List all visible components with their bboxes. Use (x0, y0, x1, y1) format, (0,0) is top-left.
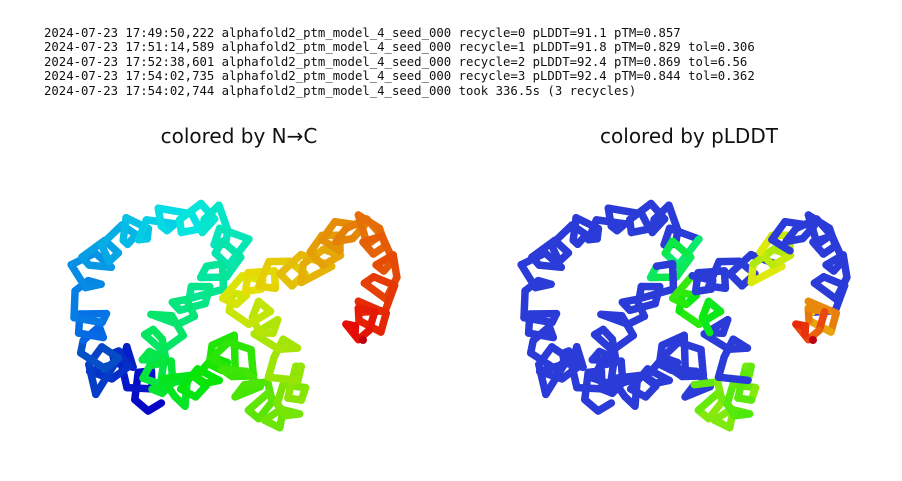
backbone-segment (804, 297, 840, 317)
backbone-segment (264, 373, 302, 385)
log-line: 2024-07-23 17:51:14,589 alphafold2_ptm_m… (44, 40, 755, 55)
backbone-segment (217, 365, 250, 376)
backbone-segment (573, 383, 606, 393)
backbone-segment (297, 262, 336, 287)
backbone-segment (381, 281, 399, 315)
backbone-segment (839, 251, 851, 282)
backbone-segment (690, 378, 722, 389)
backbone-segment (626, 365, 652, 393)
backbone-segment (694, 389, 722, 414)
backbone-segment (370, 273, 399, 290)
backbone-segment (820, 273, 849, 290)
log-output: 2024-07-23 17:49:50,222 alphafold2_ptm_m… (44, 26, 755, 98)
backbone-segment (208, 338, 233, 362)
protein-backbone-plddt (517, 199, 851, 432)
backbone-segment (658, 338, 683, 362)
log-line: 2024-07-23 17:54:02,735 alphafold2_ptm_m… (44, 69, 755, 84)
protein-plddt-view (480, 180, 900, 480)
backbone-segment (520, 313, 556, 327)
backbone-segment (218, 259, 228, 293)
backbone-segment (360, 279, 390, 303)
backbone-segment (123, 383, 156, 393)
backbone-segment (520, 287, 529, 322)
backbone-segment (674, 338, 705, 354)
backbone-segment (705, 257, 723, 290)
backbone-segment (667, 365, 700, 376)
backbone-segment (810, 279, 840, 303)
log-line: 2024-07-23 17:54:02,744 alphafold2_ptm_m… (44, 83, 637, 98)
backbone-segment (618, 311, 638, 340)
log-line: 2024-07-23 17:49:50,222 alphafold2_ptm_m… (44, 26, 681, 40)
backbone-segment (168, 311, 188, 340)
backbone-segment (804, 211, 834, 233)
backbone-segment (70, 287, 79, 322)
backbone-segment (668, 259, 678, 293)
backbone-segment (175, 199, 205, 224)
backbone-segment (726, 250, 755, 278)
log-line: 2024-07-23 17:52:38,601 alphafold2_ptm_m… (44, 54, 748, 69)
backbone-segment (665, 201, 682, 235)
backbone-segment (70, 313, 106, 327)
backbone-segment (218, 272, 247, 303)
backbone-segment (218, 237, 245, 261)
backbone-segment (255, 257, 273, 290)
backbone-segment (222, 253, 245, 281)
c-terminus-marker (809, 336, 817, 344)
backbone-segment (67, 260, 90, 292)
backbone-segment (747, 262, 786, 287)
backbone-segment (625, 199, 655, 224)
backbone-segment (354, 211, 384, 233)
backbone-segment (215, 224, 253, 243)
backbone-segment (700, 330, 733, 354)
backbone-segment (526, 349, 560, 373)
backbone-segment (245, 307, 275, 329)
protein-rainbow-view (30, 180, 450, 480)
backbone-segment (224, 338, 255, 354)
backbone-segment (244, 389, 272, 414)
backbone-segment (665, 224, 703, 243)
backbone-segment (697, 345, 708, 380)
left-panel-title: colored by N→C (160, 124, 318, 148)
backbone-segment (535, 360, 550, 399)
backbone-segment (524, 329, 558, 342)
backbone-segment (276, 250, 305, 278)
backbone-segment (140, 330, 167, 355)
backbone-segment (354, 297, 390, 317)
backbone-segment (714, 373, 752, 385)
protein-backbone-rainbow (67, 199, 401, 432)
backbone-segment (389, 251, 401, 282)
backbone-segment (176, 365, 202, 393)
backbone-segment (240, 378, 272, 389)
backbone-segment (225, 307, 253, 329)
backbone-segment (247, 345, 258, 380)
backbone-segment (668, 272, 697, 303)
backbone-segment (74, 329, 108, 342)
backbone-segment (547, 221, 576, 249)
backbone-segment (801, 322, 810, 339)
backbone-segment (351, 322, 360, 339)
backbone-segment (831, 281, 849, 315)
backbone-segment (590, 330, 617, 355)
backbone-segment (76, 349, 110, 373)
backbone-segment (250, 330, 283, 354)
backbone-segment (672, 253, 695, 281)
backbone-segment (517, 260, 540, 292)
backbone-segment (97, 221, 126, 249)
right-panel-title: colored by pLDDT (600, 124, 778, 148)
backbone-segment (215, 201, 232, 235)
backbone-segment (675, 307, 703, 329)
backbone-segment (668, 237, 695, 261)
c-terminus-marker (359, 336, 367, 344)
backbone-segment (542, 360, 568, 399)
backbone-segment (85, 360, 100, 399)
backbone-segment (92, 360, 118, 399)
backbone-segment (695, 307, 725, 329)
